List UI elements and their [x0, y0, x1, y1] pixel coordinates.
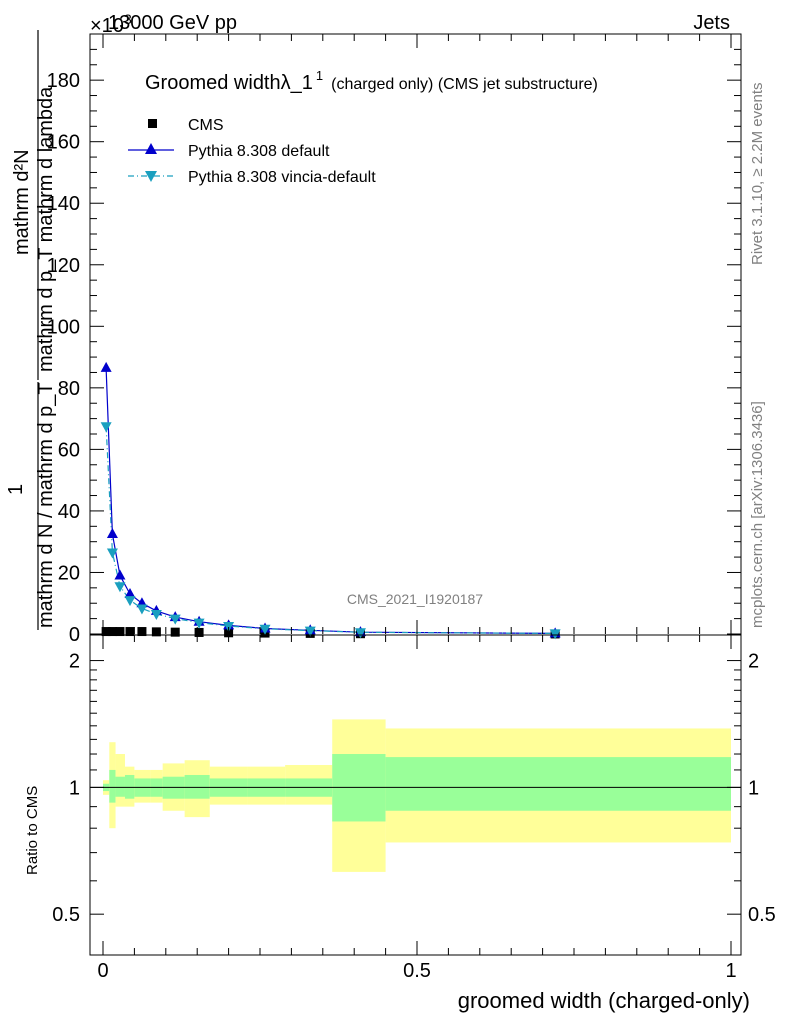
- svg-text:mathrm d²N: mathrm d²N: [11, 149, 33, 255]
- series-2-point-5: [150, 610, 162, 620]
- legend-default-label: Pythia 8.308 default: [188, 143, 330, 160]
- ratio-inner-band-1: [109, 769, 116, 803]
- svg-text:1: 1: [5, 484, 27, 495]
- series-1-point-3: [124, 588, 136, 598]
- axis-tick-labels: 0 20 40 60 80 100 120 140 160 180 0 0.5 1 0.5 0.5 1 1 2 2: [47, 70, 776, 982]
- series-2-point-12: [549, 629, 561, 640]
- main-y-tick-label: 40: [58, 501, 80, 523]
- svg-text:mathrm d p_T mathrm d lambda: mathrm d p_T mathrm d lambda: [35, 86, 57, 372]
- main-y-tick-label: 80: [58, 378, 80, 400]
- rivet-label: Rivet 3.1.10, ≥ 2.2M events: [749, 83, 766, 266]
- cms-point-2: [115, 627, 125, 637]
- series-2-point-10: [304, 626, 316, 637]
- cms-point-1: [107, 627, 117, 637]
- x-tick-label: 0: [97, 960, 108, 982]
- legend-vincia-label: Pythia 8.308 vincia-default: [188, 169, 376, 186]
- series-2-point-3: [124, 596, 136, 607]
- series-markers: [100, 361, 561, 640]
- cms-point-6: [170, 627, 180, 637]
- ratio-y-tick-label: 1: [69, 777, 80, 799]
- series-1-point-0: [100, 361, 112, 372]
- chart-title: Groomed widthλ_1 1(charged only) (CMS jet…: [145, 68, 598, 94]
- main-y-tick-label: 60: [58, 439, 80, 461]
- x-tick-label: 1: [725, 960, 736, 982]
- main-y-tick-label: 160: [47, 132, 80, 154]
- series-2-point-6: [169, 614, 181, 625]
- ratio-inner-band-12: [385, 757, 731, 811]
- series-2-point-4: [136, 604, 148, 615]
- legend-cms-label: CMS: [188, 117, 224, 134]
- exponent-label: ×103: [90, 11, 132, 37]
- series-1-point-1: [106, 528, 118, 538]
- main-y-tick-label: 140: [47, 193, 80, 215]
- ratio-y-tick-label: 0.5: [52, 904, 80, 926]
- ratio-y-tick-label-right: 1: [748, 777, 759, 799]
- x-tick-label: 0.5: [403, 960, 431, 982]
- mcplots-label: mcplots.cern.ch [arXiv:1306.3436]: [749, 401, 766, 628]
- legend-default-marker: [145, 143, 157, 154]
- series-2-point-0: [100, 422, 112, 433]
- ratio-y-axis-label: Ratio to CMS: [24, 786, 41, 875]
- series-2-point-2: [114, 582, 126, 593]
- main-y-tick-label: 180: [47, 70, 80, 92]
- cms-point-7: [194, 627, 204, 637]
- series-1-point-2: [114, 569, 126, 580]
- main-y-tick-label: 0: [69, 624, 80, 646]
- cms-point-3: [125, 627, 135, 637]
- process-label: Jets: [693, 12, 730, 34]
- series-2-point-1: [106, 548, 118, 559]
- ratio-frame: [89, 634, 742, 956]
- legend: CMS Pythia 8.308 default Pythia 8.308 vi…: [128, 117, 376, 186]
- cms-point-5: [151, 627, 161, 637]
- ratio-inner-band-3: [124, 774, 135, 799]
- series-2-point-9: [259, 624, 271, 635]
- ratio-y-tick-label: 2: [69, 651, 80, 673]
- series-2-point-7: [193, 618, 205, 629]
- legend-cms-marker: [148, 119, 157, 128]
- ratio-bands: [103, 719, 731, 872]
- watermark: CMS_2021_I1920187: [347, 591, 483, 607]
- main-y-tick-label: 100: [47, 316, 80, 338]
- main-y-axis-label: mathrm d²N mathrm d p_T mathrm d lambda …: [5, 30, 57, 630]
- series-lines: [105, 367, 556, 634]
- series-line-1: [105, 367, 556, 634]
- series-line-2: [105, 426, 556, 634]
- x-axis-label: groomed width (charged-only): [458, 988, 750, 1013]
- cms-point-4: [137, 627, 147, 637]
- main-y-tick-label: 20: [58, 562, 80, 584]
- axis-ticks: [90, 33, 741, 955]
- series-2-point-11: [354, 628, 366, 639]
- ratio-inner-band-7: [184, 774, 210, 799]
- ratio-y-tick-label-right: 2: [748, 651, 759, 673]
- ratio-y-tick-label-right: 0.5: [748, 904, 776, 926]
- legend-vincia-marker: [145, 171, 157, 182]
- svg-text:mathrm d N / mathrm d p_T: mathrm d N / mathrm d p_T: [35, 382, 57, 628]
- ratio-inner-band-2: [115, 776, 125, 797]
- main-y-tick-label: 120: [47, 255, 80, 277]
- energy-label: 13000 GeV pp: [108, 12, 237, 34]
- cms-point-0: [101, 627, 111, 637]
